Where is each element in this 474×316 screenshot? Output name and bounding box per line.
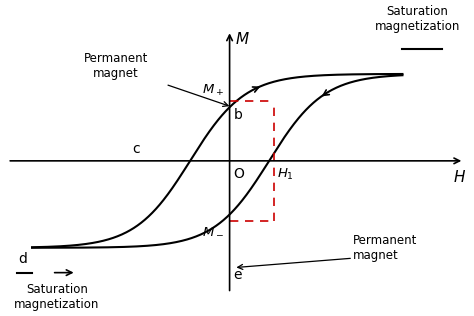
Text: H: H	[454, 170, 465, 185]
Text: $M_-$: $M_-$	[201, 224, 224, 237]
Text: M: M	[236, 32, 249, 47]
Text: d: d	[18, 252, 27, 266]
Text: e: e	[234, 269, 242, 283]
Text: $M_+$: $M_+$	[201, 82, 224, 98]
Text: Saturation
magnetization: Saturation magnetization	[374, 4, 460, 33]
Text: c: c	[132, 142, 140, 156]
Text: b: b	[234, 108, 242, 122]
Text: Permanent
magnet: Permanent magnet	[353, 234, 418, 262]
Text: Permanent
magnet: Permanent magnet	[84, 52, 148, 80]
Text: O: O	[234, 167, 245, 181]
Text: Saturation
magnetization: Saturation magnetization	[14, 283, 100, 311]
Text: $H_1$: $H_1$	[276, 167, 293, 182]
